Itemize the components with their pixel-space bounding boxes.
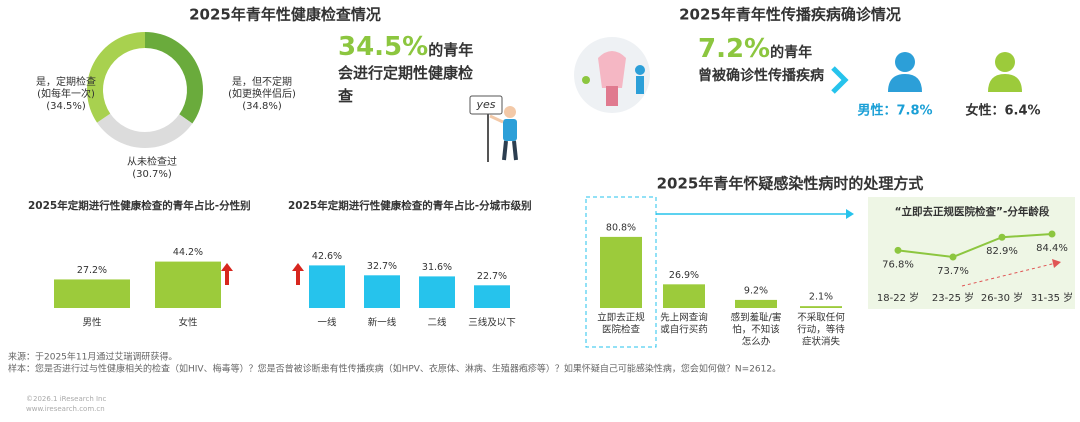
category-label: (如每年一次) xyxy=(37,87,95,100)
trend-arrow xyxy=(961,262,1057,287)
bar xyxy=(309,265,345,308)
chart-title: 2025年定期进行性健康检查的青年占比-分性别 xyxy=(28,199,251,212)
category-label: 一线 xyxy=(317,317,337,329)
bar xyxy=(735,299,777,308)
category-label: 男性 xyxy=(82,317,102,329)
value-label: (34.8%) xyxy=(242,101,282,112)
category-label: 怎么办 xyxy=(742,336,771,348)
line xyxy=(897,233,1053,259)
category-label: 行动，等待 xyxy=(797,324,845,336)
category-label: 症状消失 xyxy=(802,336,841,348)
panel-bg xyxy=(868,197,1075,309)
highlight-box xyxy=(585,196,657,348)
trend-arrow-head xyxy=(1052,259,1061,268)
male-rate: 男性：7.8% xyxy=(857,103,932,119)
bar xyxy=(663,284,705,308)
copyright: ©2026.1 iResearch Inc xyxy=(26,395,106,403)
category-label: 26-30 岁 xyxy=(981,291,1023,304)
category-label: 先上网查询 xyxy=(660,312,708,324)
up-arrow xyxy=(221,263,233,285)
connector-head xyxy=(846,209,854,219)
bar xyxy=(419,276,455,308)
donut-segment xyxy=(87,32,145,123)
chart-title: “立即去正规医院检查”-分年龄段 xyxy=(895,205,1050,218)
female-rate: 女性：6.4% xyxy=(965,103,1040,119)
illustration xyxy=(574,37,650,113)
chevron xyxy=(831,66,849,94)
category-label: 是，定期检查 xyxy=(36,75,96,88)
bar xyxy=(800,306,842,308)
point xyxy=(894,246,902,254)
category-label: 三线及以下 xyxy=(468,317,516,329)
category-label: 不采取任何 xyxy=(797,312,845,324)
value-label: 22.7% xyxy=(477,271,507,282)
highlight-text: 的青年曾被确诊性传播疾病 xyxy=(698,45,824,84)
category-label: 新一线 xyxy=(368,317,397,329)
footnote: 来源：于2025年11月通过艾瑞调研获得。 xyxy=(8,351,177,363)
value-label: 84.4% xyxy=(1036,243,1068,254)
category-label: 是，但不定期 xyxy=(232,75,292,88)
website: www.iresearch.com.cn xyxy=(26,405,105,413)
category-label: 18-22 岁 xyxy=(877,291,919,304)
highlight-text: 的青年会进行定期性健康检查 xyxy=(338,41,474,105)
illustration: yes xyxy=(469,95,518,162)
donut-segment xyxy=(145,32,204,124)
female-icon xyxy=(988,52,1022,92)
panel-title: 2025年青年性传播疾病确诊情况 xyxy=(679,6,901,24)
value-label: 31.6% xyxy=(422,262,452,273)
category-label: 31-35 岁 xyxy=(1031,291,1073,304)
value-label: 44.2% xyxy=(173,247,203,258)
highlight-number: 34.5% xyxy=(338,32,429,62)
category-label: 23-25 岁 xyxy=(932,291,974,304)
bar xyxy=(54,279,130,308)
bar xyxy=(364,275,400,308)
chart-title: 2025年定期进行性健康检查的青年占比-分城市级别 xyxy=(288,199,532,212)
chart-title: 2025年青年怀疑感染性病时的处理方式 xyxy=(657,175,924,193)
value-label: 73.7% xyxy=(937,266,969,277)
category-label: (如更换伴侣后) xyxy=(228,87,296,100)
point xyxy=(998,233,1006,241)
category-label: 感到羞耻/害 xyxy=(731,312,782,324)
category-label: 立即去正规 xyxy=(597,312,645,324)
sign-text: yes xyxy=(475,98,495,111)
category-label: 医院检查 xyxy=(602,324,641,336)
value-label: (30.7%) xyxy=(132,169,172,180)
donut-segment xyxy=(97,113,193,149)
value-label: 76.8% xyxy=(882,259,914,270)
value-label: 9.2% xyxy=(744,285,768,296)
highlight: 34.5%的青年会进行定期性健康检查 xyxy=(338,34,476,108)
value-label: 27.2% xyxy=(77,265,107,276)
value-label: (34.5%) xyxy=(46,101,86,112)
panel-title: 2025年青年性健康检查情况 xyxy=(189,6,381,24)
value-label: 82.9% xyxy=(986,246,1018,257)
category-label: 或自行买药 xyxy=(660,324,708,336)
up-arrow xyxy=(292,263,304,285)
value-label: 80.8% xyxy=(606,222,636,233)
category-label: 怕，不知该 xyxy=(732,324,780,336)
value-label: 42.6% xyxy=(312,251,342,262)
category-label: 从未检查过 xyxy=(127,155,177,168)
point xyxy=(1048,230,1056,238)
category-label: 二线 xyxy=(427,317,447,329)
bar xyxy=(600,236,642,308)
bar xyxy=(155,261,221,308)
point xyxy=(949,253,957,261)
value-label: 32.7% xyxy=(367,261,397,272)
category-label: 女性 xyxy=(178,317,198,329)
highlight-number: 7.2% xyxy=(698,34,771,64)
value-label: 2.1% xyxy=(809,292,833,303)
bar xyxy=(474,285,510,308)
value-label: 26.9% xyxy=(669,270,699,281)
male-icon xyxy=(888,52,922,92)
highlight: 7.2%的青年曾被确诊性传播疾病 xyxy=(698,36,826,88)
footnote: 样本：您是否进行过与性健康相关的检查（如HIV、梅毒等）？您是否曾被诊断患有性传… xyxy=(8,363,781,375)
